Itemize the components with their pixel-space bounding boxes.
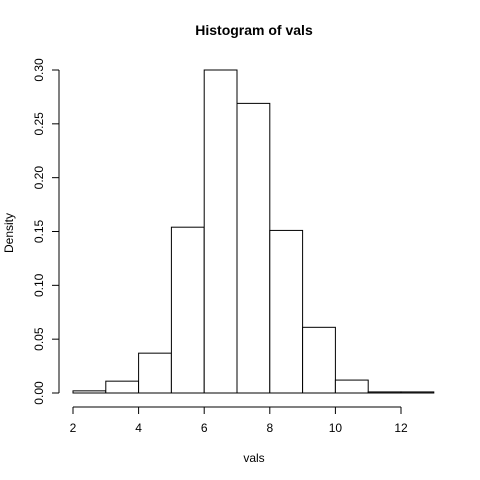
bars-group <box>72 69 435 394</box>
histogram-bar <box>236 102 271 394</box>
histogram-bar <box>334 379 369 394</box>
histogram-bar <box>72 390 107 394</box>
histogram-bar <box>170 226 205 394</box>
y-tick-label: 0.20 <box>32 166 46 190</box>
histogram-bar <box>269 229 304 394</box>
y-tick-label: 0.05 <box>32 327 46 351</box>
y-axis-label: Density <box>2 213 16 253</box>
x-tick-label: 2 <box>70 421 77 435</box>
histogram-bar <box>400 391 435 394</box>
y-tick-label: 0.30 <box>32 58 46 82</box>
x-axis: 2 4 6 8 10 12 <box>70 406 408 435</box>
y-tick-label: 0.00 <box>32 381 46 405</box>
y-tick-label: 0.25 <box>32 112 46 136</box>
x-tick-label: 6 <box>201 421 208 435</box>
histogram-bar <box>302 326 336 394</box>
y-tick-label: 0.15 <box>32 219 46 243</box>
x-tick-label: 8 <box>266 421 273 435</box>
histogram-bar <box>105 380 140 394</box>
x-tick-label: 10 <box>329 421 343 435</box>
histogram-bar <box>138 352 172 394</box>
y-tick-label: 0.10 <box>32 273 46 297</box>
x-tick-label: 12 <box>394 421 408 435</box>
x-axis-label: vals <box>243 451 264 465</box>
histogram-bar <box>367 391 402 394</box>
chart-title: Histogram of vals <box>195 22 313 38</box>
x-tick-label: 4 <box>135 421 142 435</box>
histogram-bar <box>203 69 238 394</box>
y-axis: 0.00 0.05 0.10 0.15 0.20 0.25 0.30 <box>32 58 60 405</box>
